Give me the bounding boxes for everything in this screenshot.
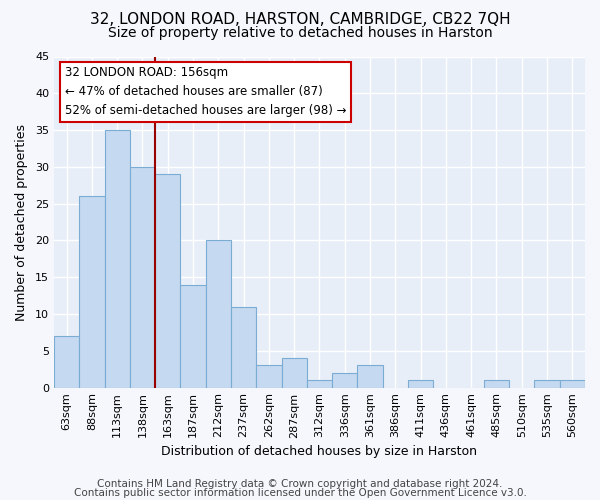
Y-axis label: Number of detached properties: Number of detached properties <box>15 124 28 320</box>
Text: Size of property relative to detached houses in Harston: Size of property relative to detached ho… <box>107 26 493 40</box>
Text: 32 LONDON ROAD: 156sqm
← 47% of detached houses are smaller (87)
52% of semi-det: 32 LONDON ROAD: 156sqm ← 47% of detached… <box>65 66 346 118</box>
Text: 32, LONDON ROAD, HARSTON, CAMBRIDGE, CB22 7QH: 32, LONDON ROAD, HARSTON, CAMBRIDGE, CB2… <box>89 12 511 28</box>
Text: Contains public sector information licensed under the Open Government Licence v3: Contains public sector information licen… <box>74 488 526 498</box>
Bar <box>206 240 231 388</box>
X-axis label: Distribution of detached houses by size in Harston: Distribution of detached houses by size … <box>161 444 478 458</box>
Bar <box>54 336 79 388</box>
Bar <box>130 167 155 388</box>
Bar <box>358 366 383 388</box>
Bar <box>535 380 560 388</box>
Bar <box>484 380 509 388</box>
Bar <box>560 380 585 388</box>
Bar <box>256 366 281 388</box>
Bar <box>281 358 307 388</box>
Bar <box>79 196 104 388</box>
Bar <box>408 380 433 388</box>
Text: Contains HM Land Registry data © Crown copyright and database right 2024.: Contains HM Land Registry data © Crown c… <box>97 479 503 489</box>
Bar <box>181 284 206 388</box>
Bar <box>104 130 130 388</box>
Bar <box>307 380 332 388</box>
Bar <box>332 373 358 388</box>
Bar <box>155 174 181 388</box>
Bar <box>231 306 256 388</box>
